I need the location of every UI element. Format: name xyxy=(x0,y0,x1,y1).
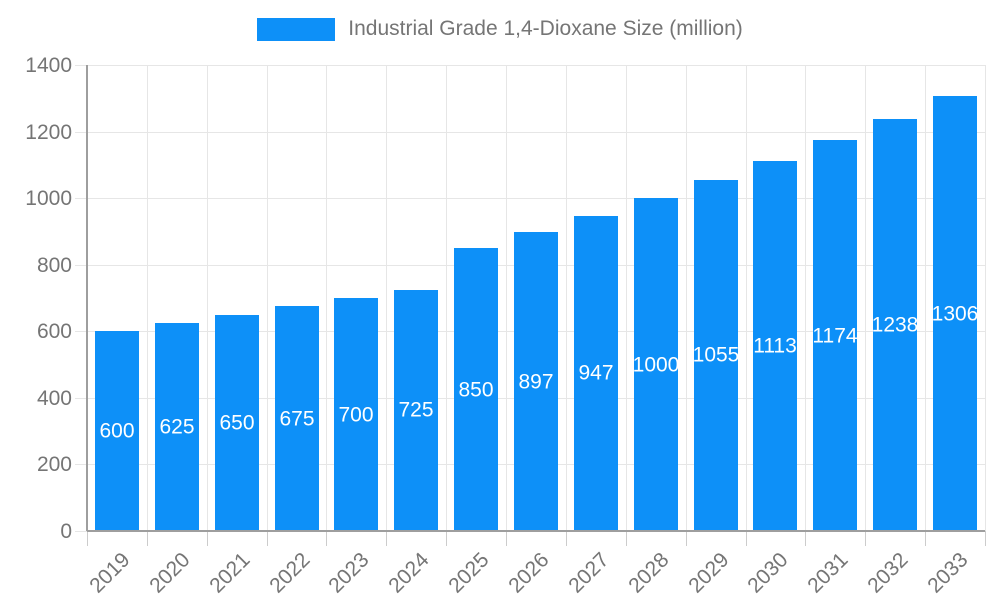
x-tick xyxy=(386,531,387,546)
x-tick xyxy=(746,531,747,546)
x-tick xyxy=(147,531,148,546)
bar-value-label: 1306 xyxy=(931,302,979,326)
y-tick-label: 600 xyxy=(36,320,72,343)
bar xyxy=(334,298,378,531)
bar xyxy=(275,306,319,531)
bar xyxy=(215,315,259,531)
bar xyxy=(454,248,498,531)
x-tick xyxy=(686,531,687,546)
x-gridline xyxy=(267,65,268,531)
y-tick-label: 400 xyxy=(36,387,72,410)
x-tick xyxy=(506,531,507,546)
x-gridline xyxy=(147,65,148,531)
bar xyxy=(514,232,558,531)
x-gridline xyxy=(805,65,806,531)
y-tick-label: 1200 xyxy=(25,121,72,144)
x-gridline xyxy=(566,65,567,531)
bar-value-label: 1055 xyxy=(692,343,740,367)
chart-legend: Industrial Grade 1,4-Dioxane Size (milli… xyxy=(0,17,1000,41)
bar-value-label: 1000 xyxy=(632,353,680,377)
bar-value-label: 675 xyxy=(279,407,315,431)
x-tick xyxy=(925,531,926,546)
y-tick xyxy=(75,531,87,532)
y-gridline xyxy=(87,65,985,66)
bar-value-label: 700 xyxy=(338,403,374,427)
legend-label: Industrial Grade 1,4-Dioxane Size (milli… xyxy=(348,17,743,40)
x-gridline xyxy=(985,65,986,531)
y-tick-label: 1000 xyxy=(25,187,72,210)
y-gridline xyxy=(87,198,985,199)
legend-swatch xyxy=(257,17,336,41)
x-tick xyxy=(87,531,88,546)
x-gridline xyxy=(326,65,327,531)
y-tick-label: 800 xyxy=(36,254,72,277)
bar-value-label: 897 xyxy=(518,370,554,394)
bar-value-label: 650 xyxy=(219,411,255,435)
y-tick xyxy=(75,398,87,399)
x-gridline xyxy=(506,65,507,531)
bar-value-label: 1113 xyxy=(753,334,797,358)
bar xyxy=(694,180,738,531)
bar xyxy=(95,331,139,531)
x-gridline xyxy=(207,65,208,531)
x-gridline xyxy=(446,65,447,531)
y-tick xyxy=(75,265,87,266)
y-axis-line xyxy=(86,65,88,531)
bar xyxy=(753,161,797,531)
bar xyxy=(394,290,438,531)
y-tick-label: 1400 xyxy=(25,54,72,77)
bar-value-label: 625 xyxy=(159,415,195,439)
x-tick xyxy=(566,531,567,546)
x-tick-label: 2019 xyxy=(85,548,135,598)
y-gridline xyxy=(87,132,985,133)
bar-value-label: 725 xyxy=(398,398,434,422)
bar-value-label: 600 xyxy=(99,419,135,443)
x-gridline xyxy=(865,65,866,531)
x-axis-line xyxy=(87,530,985,532)
x-gridline xyxy=(925,65,926,531)
bar-value-label: 850 xyxy=(458,378,494,402)
x-gridline xyxy=(386,65,387,531)
x-tick xyxy=(985,531,986,546)
bar xyxy=(933,96,977,531)
bar-value-label: 947 xyxy=(578,361,614,385)
x-tick xyxy=(805,531,806,546)
x-tick xyxy=(267,531,268,546)
x-gridline xyxy=(686,65,687,531)
bar xyxy=(813,140,857,531)
y-tick xyxy=(75,331,87,332)
x-tick xyxy=(446,531,447,546)
x-gridline xyxy=(746,65,747,531)
x-gridline xyxy=(626,65,627,531)
y-tick xyxy=(75,464,87,465)
y-tick-label: 0 xyxy=(60,520,72,543)
bar xyxy=(634,198,678,531)
y-tick xyxy=(75,132,87,133)
x-tick xyxy=(207,531,208,546)
y-tick-label: 200 xyxy=(36,453,72,476)
y-tick xyxy=(75,198,87,199)
x-tick xyxy=(326,531,327,546)
bar-value-label: 1238 xyxy=(871,313,919,337)
bar xyxy=(574,216,618,531)
x-tick xyxy=(865,531,866,546)
bar xyxy=(155,323,199,531)
y-tick xyxy=(75,65,87,66)
x-tick xyxy=(626,531,627,546)
bar-value-label: 1174 xyxy=(812,324,858,348)
bar xyxy=(873,119,917,531)
